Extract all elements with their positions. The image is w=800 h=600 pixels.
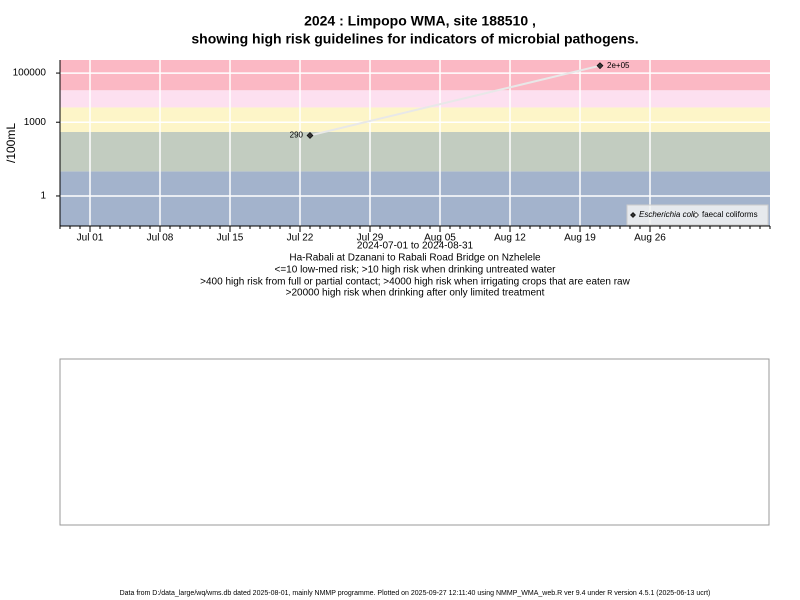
x-tick-label: Aug 26 [634,233,666,244]
plot-area: 1 1000 100000 Jul 01 Jul 08 Jul 15 Jul 22 Jul 2… [13,60,771,244]
data-point [306,132,314,139]
y-tick-label: 100000 [13,68,47,79]
legend-label: faecal coliforms [702,210,758,219]
risk-band [60,132,770,172]
x-tick-label: Jul 29 [357,233,384,244]
x-axis-label: 2024-07-01 to 2024-08-31 [357,241,474,252]
data-label: 2e+05 [607,61,630,70]
data-label: 290 [290,131,304,140]
legend-marker [693,212,699,218]
risk-band [60,107,770,133]
chart-title: 2024 : Limpopo WMA, site 188510 , [304,13,536,29]
y-tick-label: 1000 [24,117,47,128]
series-line [309,64,601,137]
x-tick-label: Aug 05 [424,233,456,244]
y-axis-label: /100mL [4,123,18,163]
note: >400 high risk from full or partial cont… [200,277,630,288]
footer: Data from D:/data_large/wq/wms.db dated … [120,590,711,597]
x-tick-label: Jul 15 [217,233,244,244]
note: Ha-Rabali at Dzanani to Rabali Road Brid… [289,253,541,264]
y-tick-label: 1 [40,191,46,202]
x-tick-label: Aug 12 [494,233,526,244]
note: <=10 low-med risk; >10 high risk when dr… [275,265,557,276]
x-tick-label: Jul 01 [77,233,104,244]
empty-panel [59,358,770,526]
chart-subtitle: showing high risk guidelines for indicat… [191,31,638,47]
x-tick-label: Aug 19 [564,233,596,244]
risk-band [60,60,770,91]
risk-band [60,90,770,108]
data-point [596,62,604,70]
note: >20000 high risk when drinking after onl… [286,288,545,299]
legend-marker [630,212,636,218]
x-tick-label: Jul 22 [287,233,314,244]
x-tick-label: Jul 08 [147,233,174,244]
legend-label: Escherichia coli [639,210,695,219]
